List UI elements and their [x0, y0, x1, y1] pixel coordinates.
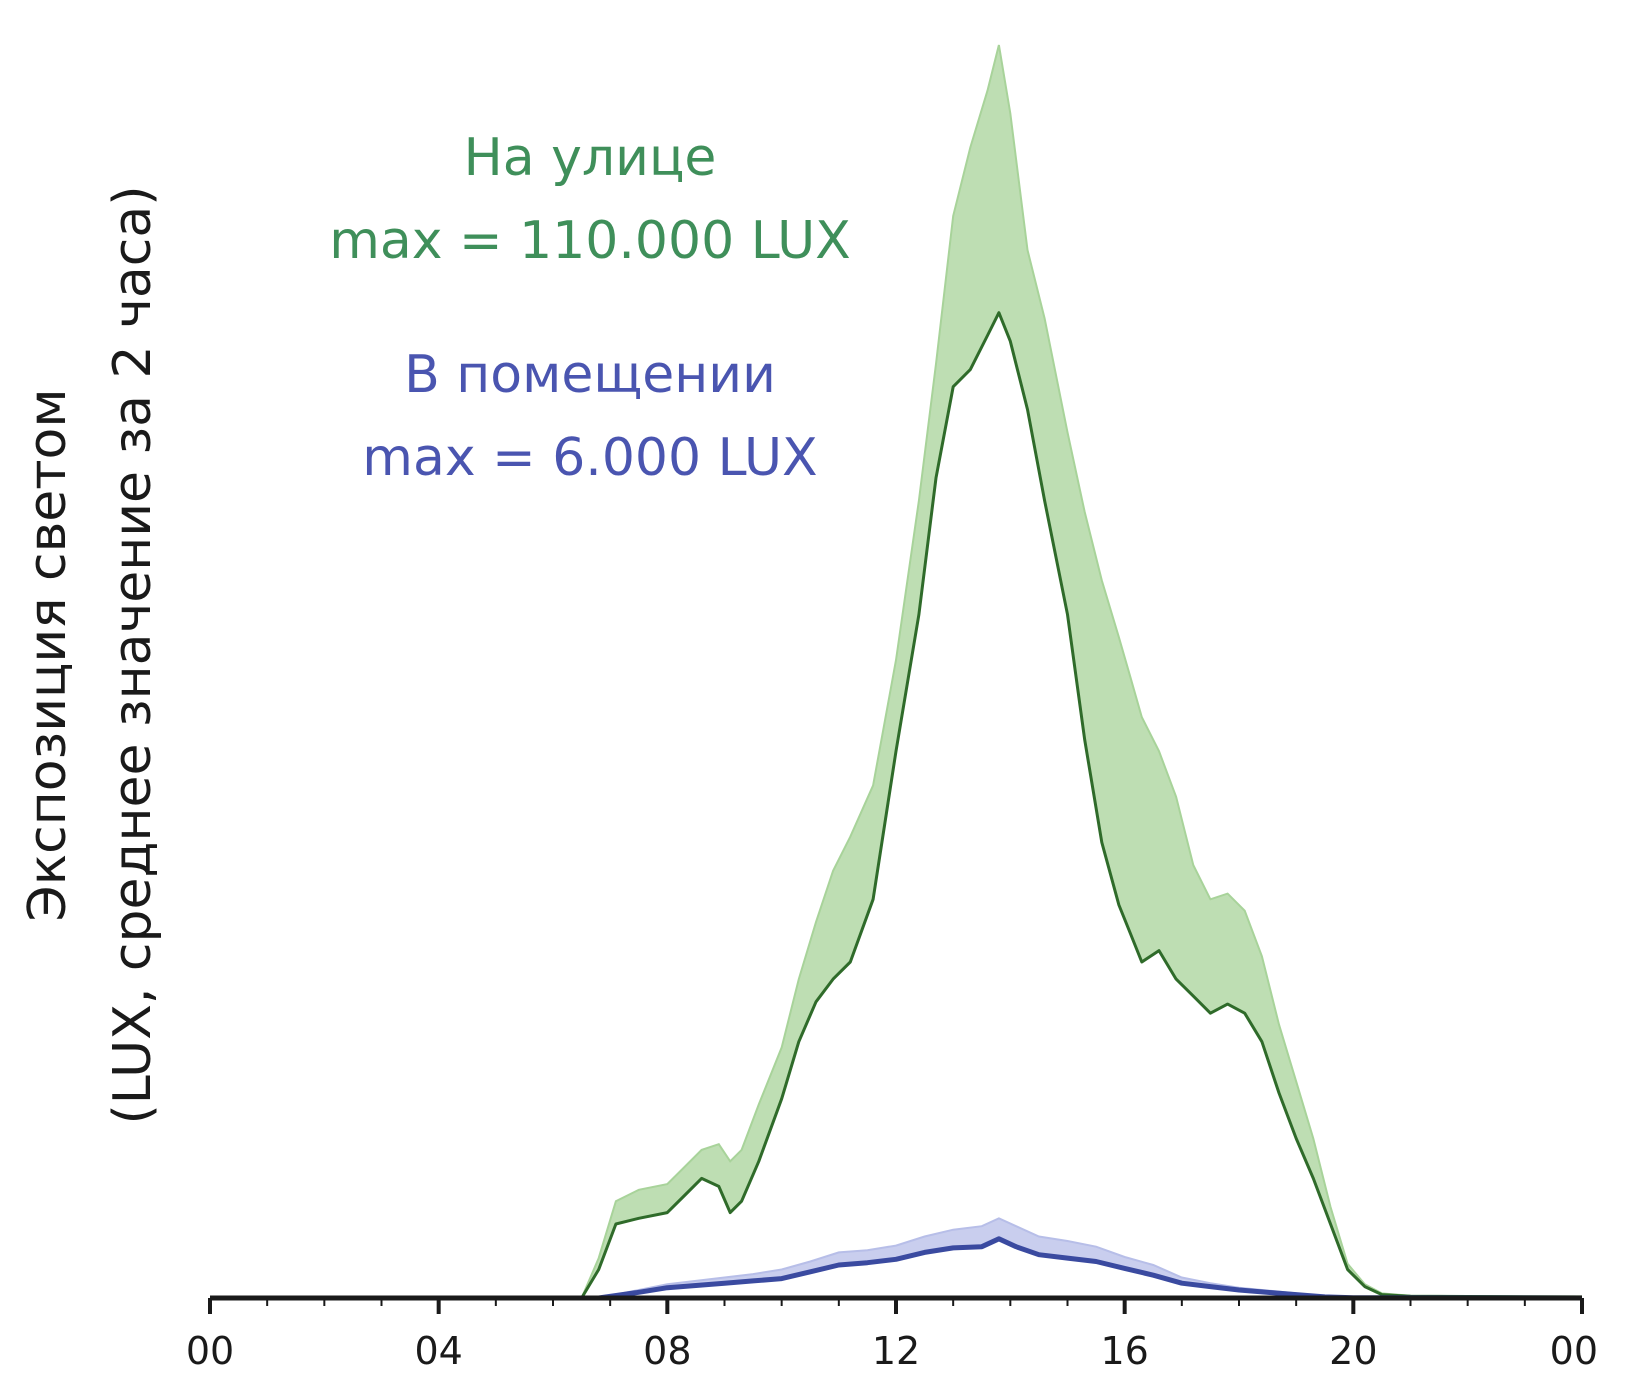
y-axis-label-line-1: Экспозиция светом: [18, 388, 78, 921]
outdoor-annotation-title: На улице: [464, 128, 717, 188]
x-tick-label: 16: [1100, 1329, 1148, 1373]
indoor-mean-line: [210, 1236, 1583, 1301]
indoor-annotation: В помещении max = 6.000 LUX: [362, 345, 817, 488]
outdoor-mean-line: [210, 311, 1583, 1300]
x-tick-label: 08: [643, 1329, 691, 1373]
y-axis-label: Экспозиция светом (LUX, среднее значение…: [18, 186, 163, 1125]
indoor-annotation-max: max = 6.000 LUX: [362, 428, 817, 488]
x-tick-label: 00: [1550, 1329, 1598, 1373]
x-axis-tick-labels: 00 04 08 12 16 20 00: [186, 1329, 1598, 1373]
x-tick-label: 04: [414, 1329, 462, 1373]
x-tick-label: 12: [872, 1329, 920, 1373]
indoor-annotation-title: В помещении: [404, 345, 776, 405]
x-tick-label: 00: [186, 1329, 234, 1373]
x-tick-label: 20: [1329, 1329, 1377, 1373]
outdoor-annotation-max: max = 110.000 LUX: [329, 211, 851, 271]
outdoor-annotation: На улице max = 110.000 LUX: [329, 128, 851, 271]
x-axis-ticks: [208, 1298, 1584, 1314]
series-lines: [210, 311, 1583, 1301]
y-axis-label-line-2: (LUX, среднее значение за 2 часа): [103, 186, 163, 1125]
